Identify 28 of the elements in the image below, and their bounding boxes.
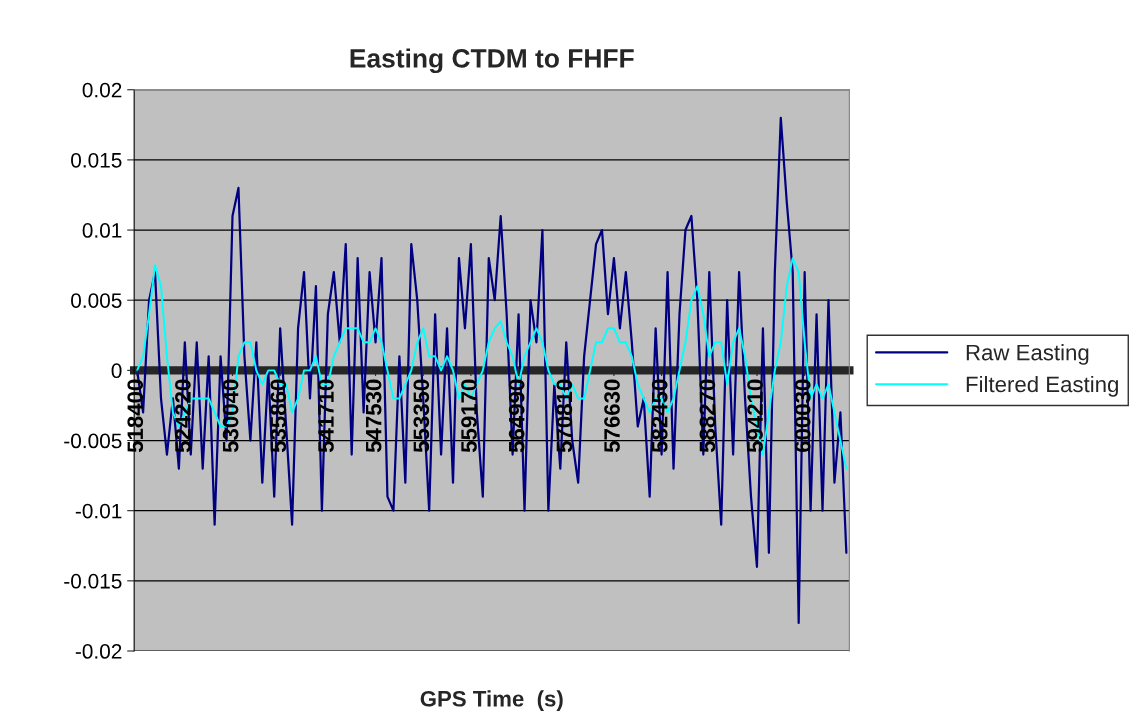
legend-label: Filtered Easting (966, 375, 1118, 397)
x-tick-label: 576630 (604, 379, 620, 453)
y-tick-label: -0.015 (64, 573, 122, 589)
x-tick-label: 564990 (508, 379, 525, 453)
x-tick-label: 600030 (794, 379, 811, 453)
x-tick-label: 530040 (222, 379, 239, 453)
x-tick-label: 524220 (175, 379, 191, 453)
y-tick-label: -0.005 (64, 433, 122, 449)
y-tick-label: 0.005 (71, 293, 122, 308)
x-tick-label: 541710 (318, 379, 334, 453)
y-tick-label: 0.015 (71, 152, 122, 168)
x-tick-label: 547530 (365, 379, 382, 453)
x-tick-label: 535860 (270, 379, 287, 453)
legend-label: Raw Easting (966, 344, 1089, 365)
y-tick-label: -0.02 (75, 644, 122, 659)
chart-title: Easting CTDM to FHFF (350, 48, 634, 74)
y-tick-label: -0.01 (75, 503, 122, 519)
y-tick-label: 0.01 (82, 223, 122, 238)
x-tick-label: 594210 (747, 379, 763, 453)
x-tick-label: 570810 (556, 379, 573, 453)
x-tick-label: 518400 (127, 379, 144, 453)
x-tick-label: 588270 (699, 379, 716, 453)
x-tick-label: 559170 (461, 379, 477, 453)
y-tick-label: 0.02 (82, 82, 122, 98)
x-tick-label: 553350 (413, 379, 430, 453)
x-axis-title: GPS Time (s) (420, 690, 563, 712)
y-tick-label: 0 (111, 363, 122, 379)
x-tick-label: 582450 (651, 379, 668, 453)
